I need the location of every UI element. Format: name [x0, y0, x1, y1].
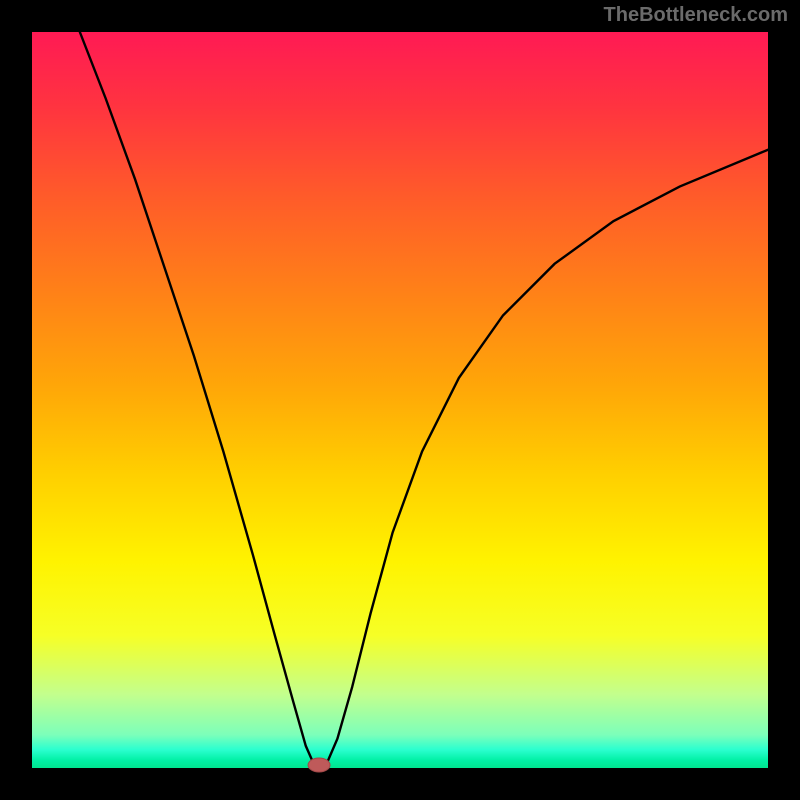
plot-background [32, 32, 768, 768]
bottleneck-chart [0, 0, 800, 800]
chart-container: TheBottleneck.com [0, 0, 800, 800]
optimal-point-marker [308, 758, 330, 772]
watermark-text: TheBottleneck.com [604, 4, 788, 27]
